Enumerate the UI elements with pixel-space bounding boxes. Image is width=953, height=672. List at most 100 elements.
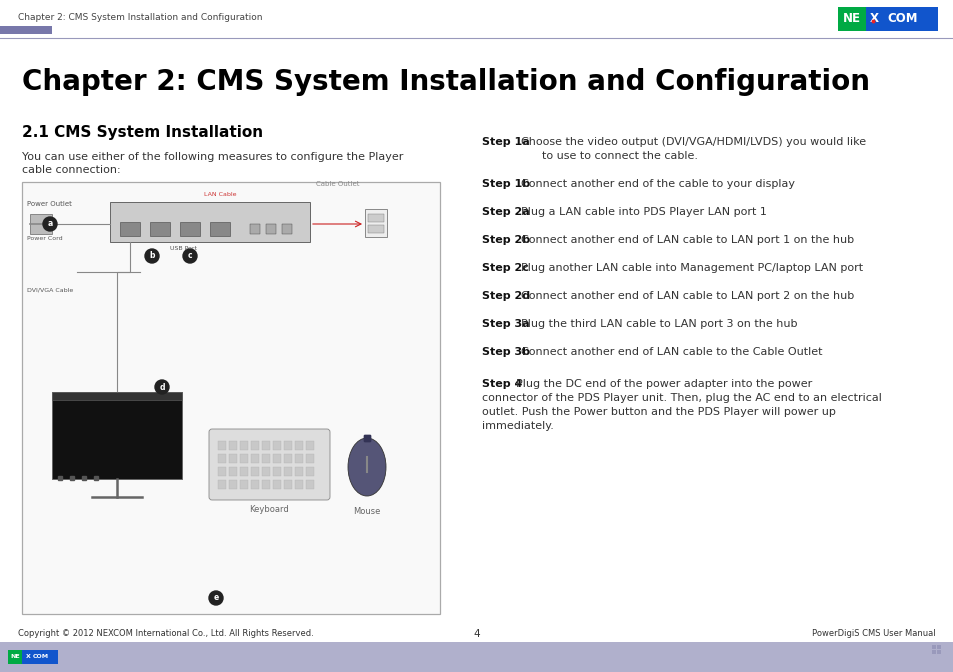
Bar: [368, 214, 384, 222]
Bar: [210, 222, 230, 236]
Bar: [110, 202, 310, 242]
Text: Power Outlet: Power Outlet: [27, 201, 71, 207]
Text: Step 2a: Step 2a: [481, 207, 529, 217]
Text: X: X: [869, 13, 878, 26]
Text: Power Cord: Power Cord: [27, 236, 63, 241]
Text: outlet. Push the Power button and the PDS Player will power up: outlet. Push the Power button and the PD…: [481, 407, 835, 417]
Text: cable connection:: cable connection:: [22, 165, 120, 175]
Bar: [306, 454, 314, 463]
Ellipse shape: [348, 438, 386, 496]
Bar: [262, 441, 270, 450]
Bar: [218, 441, 226, 450]
Text: Connect another end of LAN cable to the Cable Outlet: Connect another end of LAN cable to the …: [521, 347, 822, 357]
Text: You can use either of the following measures to configure the Player: You can use either of the following meas…: [22, 152, 403, 162]
Text: DVI/VGA Cable: DVI/VGA Cable: [27, 287, 73, 292]
Bar: [52, 392, 182, 400]
Bar: [240, 480, 248, 489]
Text: Step 1a: Step 1a: [481, 137, 529, 147]
Bar: [865, 7, 937, 31]
Bar: [294, 467, 303, 476]
Text: Cable Outlet: Cable Outlet: [316, 181, 359, 187]
Bar: [251, 454, 258, 463]
Text: Step 4: Step 4: [481, 379, 522, 389]
Text: Mouse: Mouse: [353, 507, 380, 516]
Bar: [240, 441, 248, 450]
Circle shape: [209, 591, 223, 605]
Bar: [284, 441, 292, 450]
Text: Step 2b: Step 2b: [481, 235, 530, 245]
Bar: [229, 480, 236, 489]
Text: Keyboard: Keyboard: [250, 505, 289, 514]
Bar: [0, 642, 953, 672]
Text: Choose the video output (DVI/VGA/HDMI/LVDS) you would like: Choose the video output (DVI/VGA/HDMI/LV…: [521, 137, 865, 147]
Text: Plug the third LAN cable to LAN port 3 on the hub: Plug the third LAN cable to LAN port 3 o…: [521, 319, 797, 329]
Bar: [294, 480, 303, 489]
Circle shape: [145, 249, 159, 263]
Circle shape: [183, 249, 196, 263]
Text: Connect another end of LAN cable to LAN port 2 on the hub: Connect another end of LAN cable to LAN …: [521, 291, 854, 301]
FancyBboxPatch shape: [209, 429, 330, 500]
Bar: [229, 441, 236, 450]
Text: c: c: [188, 251, 193, 261]
Bar: [218, 480, 226, 489]
Bar: [251, 441, 258, 450]
Text: Step 2c: Step 2c: [481, 263, 528, 273]
Bar: [240, 467, 248, 476]
Bar: [251, 480, 258, 489]
Bar: [931, 650, 935, 654]
Bar: [0, 26, 52, 34]
Text: 4: 4: [474, 629, 479, 639]
Bar: [936, 650, 940, 654]
Text: Plug a LAN cable into PDS Player LAN port 1: Plug a LAN cable into PDS Player LAN por…: [521, 207, 766, 217]
Bar: [120, 222, 140, 236]
Bar: [22, 650, 58, 664]
Bar: [240, 454, 248, 463]
Bar: [250, 224, 260, 234]
Text: USB Port: USB Port: [170, 246, 196, 251]
Text: COM: COM: [32, 655, 49, 659]
Bar: [273, 454, 281, 463]
Text: Step 3a: Step 3a: [481, 319, 529, 329]
Bar: [262, 454, 270, 463]
Text: Chapter 2: CMS System Installation and Configuration: Chapter 2: CMS System Installation and C…: [18, 13, 262, 22]
Text: d: d: [159, 382, 165, 392]
Text: e: e: [213, 593, 218, 603]
Bar: [306, 480, 314, 489]
Bar: [284, 454, 292, 463]
Bar: [266, 224, 275, 234]
Bar: [180, 222, 200, 236]
Bar: [365, 209, 387, 237]
Bar: [294, 454, 303, 463]
Bar: [936, 645, 940, 649]
Text: 2.1 CMS System Installation: 2.1 CMS System Installation: [22, 124, 263, 140]
Bar: [251, 467, 258, 476]
Text: Step 1b: Step 1b: [481, 179, 530, 189]
Text: PowerDigiS CMS User Manual: PowerDigiS CMS User Manual: [812, 630, 935, 638]
Bar: [218, 467, 226, 476]
Bar: [30, 214, 52, 234]
Text: Step 2d: Step 2d: [481, 291, 530, 301]
Text: a: a: [48, 220, 52, 228]
Bar: [229, 454, 236, 463]
Text: Copyright © 2012 NEXCOM International Co., Ltd. All Rights Reserved.: Copyright © 2012 NEXCOM International Co…: [18, 630, 314, 638]
Bar: [150, 222, 170, 236]
Bar: [52, 392, 182, 479]
Text: connector of the PDS Player unit. Then, plug the AC end to an electrical: connector of the PDS Player unit. Then, …: [481, 393, 881, 403]
Circle shape: [43, 217, 57, 231]
Bar: [282, 224, 292, 234]
Text: Connect another end of the cable to your display: Connect another end of the cable to your…: [521, 179, 795, 189]
Text: NE: NE: [10, 655, 20, 659]
Bar: [294, 441, 303, 450]
Bar: [273, 480, 281, 489]
Bar: [284, 480, 292, 489]
Circle shape: [154, 380, 169, 394]
Bar: [368, 225, 384, 233]
Bar: [284, 467, 292, 476]
Bar: [306, 467, 314, 476]
Text: Plug the DC end of the power adapter into the power: Plug the DC end of the power adapter int…: [516, 379, 812, 389]
Bar: [218, 454, 226, 463]
Bar: [0, 622, 953, 642]
Text: NE: NE: [842, 13, 861, 26]
Bar: [262, 480, 270, 489]
Text: b: b: [149, 251, 154, 261]
